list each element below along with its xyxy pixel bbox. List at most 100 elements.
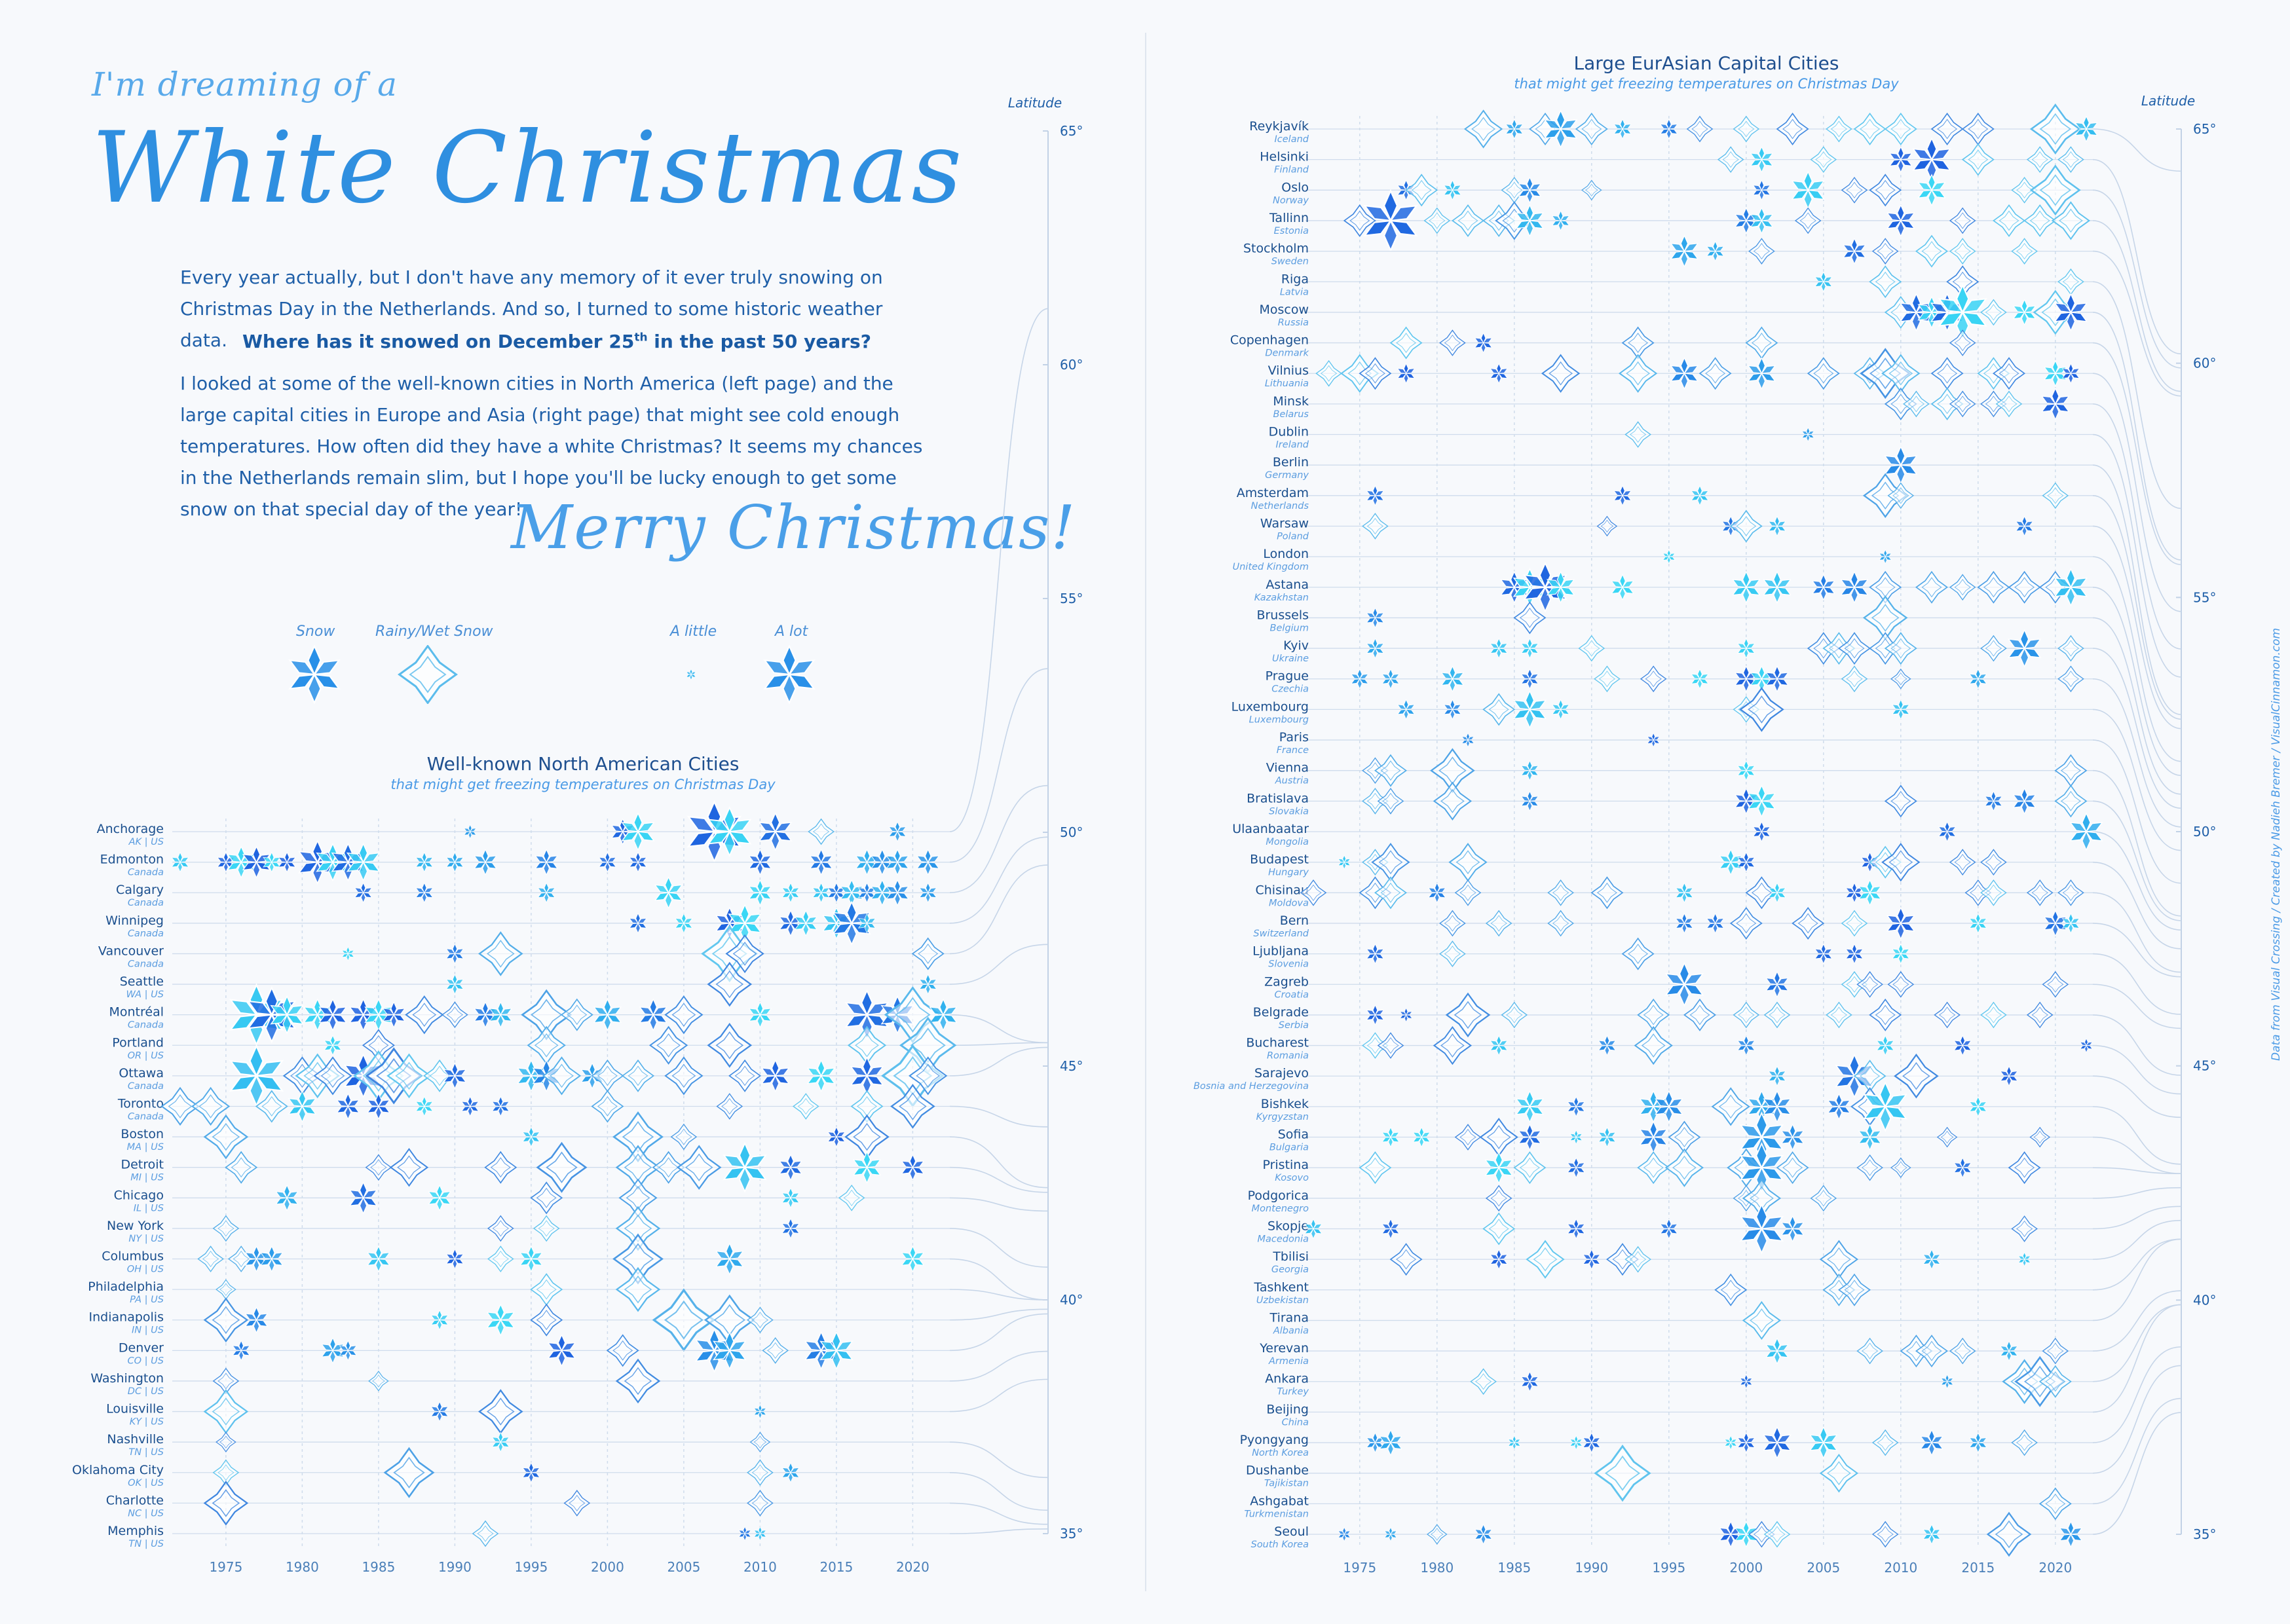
legend-lot-label: A lot <box>775 623 808 640</box>
wet-snow-marker <box>1374 754 1408 787</box>
snow-marker <box>1827 1093 1851 1120</box>
wet-snow-marker <box>1513 601 1547 635</box>
latitude-connector <box>949 1228 1049 1268</box>
wet-snow-marker <box>1776 1151 1809 1185</box>
wet-snow-marker <box>365 1154 392 1181</box>
snow-marker <box>2012 299 2037 326</box>
snow-marker <box>901 1154 925 1181</box>
snow-marker <box>1863 1080 1908 1132</box>
wet-snow-marker <box>1575 112 1608 146</box>
snow-marker <box>535 849 558 876</box>
wet-snow-marker <box>1389 1243 1423 1276</box>
wet-snow-marker <box>1869 998 1902 1031</box>
merry-christmas: Merry Christmas! <box>511 492 1077 563</box>
city-name: Seoul <box>1274 1524 1309 1539</box>
wet-snow-marker <box>1763 1521 1791 1548</box>
wet-snow-marker <box>1528 112 1562 146</box>
snow-marker <box>336 1093 360 1120</box>
wet-snow-marker <box>1405 174 1438 207</box>
na-chart-subtitle: that might get freezing temperatures on … <box>390 777 776 792</box>
wet-snow-marker <box>1992 204 2026 237</box>
latitude-connector <box>949 1441 1049 1479</box>
body-text: I looked at some of the well-known citie… <box>180 373 923 520</box>
city-region: Canada <box>128 1111 164 1122</box>
snow-marker <box>1613 119 1632 139</box>
question-pre: Where has it snowed on December 25 <box>242 331 635 352</box>
x-tick-label: 1995 <box>514 1559 548 1575</box>
snow-marker <box>1938 821 1957 842</box>
snow-marker <box>901 1246 925 1272</box>
snow-marker <box>1670 357 1699 390</box>
city-name: Nashville <box>107 1432 164 1447</box>
wet-snow-marker <box>1826 1001 1852 1029</box>
snow-marker <box>929 998 958 1031</box>
snow-marker <box>1569 1435 1583 1450</box>
snow-marker <box>1366 1005 1385 1025</box>
snow-marker <box>382 1001 405 1029</box>
wet-snow-marker <box>664 995 704 1035</box>
snow-marker <box>491 1096 510 1117</box>
city-region: Sweden <box>1271 257 1309 267</box>
snow-marker <box>260 1246 284 1272</box>
city-region: Germany <box>1265 470 1309 481</box>
city-name: Amsterdam <box>1237 486 1309 500</box>
city-region: Kosovo <box>1275 1173 1309 1183</box>
city-region: Armenia <box>1268 1356 1309 1367</box>
wet-snow-marker <box>197 1246 224 1272</box>
wet-snow-marker <box>530 1181 563 1215</box>
snow-marker <box>1737 638 1755 659</box>
latitude-tick-label: 65° <box>2193 121 2216 137</box>
city-name: Philadelphia <box>88 1280 164 1294</box>
city-name: Anchorage <box>97 822 164 836</box>
snow-marker <box>1780 1215 1805 1242</box>
snow-marker <box>857 913 876 934</box>
snow-marker <box>1474 332 1493 354</box>
legend-icons <box>288 645 816 704</box>
city-name: Ulaanbaatar <box>1232 822 1309 836</box>
snow-marker <box>629 851 647 873</box>
latitude-connector <box>949 1042 1049 1046</box>
latitude-connector <box>949 1258 1049 1301</box>
snow-marker <box>232 1340 250 1361</box>
x-tick-label: 2000 <box>591 1559 624 1575</box>
snow-marker <box>324 1035 342 1056</box>
wet-snow-marker <box>1856 1337 1883 1365</box>
city-region: Tajikistan <box>1264 1479 1309 1489</box>
snow-marker <box>781 1187 800 1209</box>
wet-snow-marker <box>1501 1001 1528 1029</box>
snow-marker <box>547 1334 576 1367</box>
snow-marker <box>1546 570 1575 604</box>
snow-marker <box>1567 1157 1585 1178</box>
wet-snow-marker <box>1640 665 1667 693</box>
wet-snow-marker <box>1343 204 1376 237</box>
city-region: TN | US <box>128 1447 164 1458</box>
wet-snow-marker <box>762 1337 789 1364</box>
snow-marker <box>1892 943 1910 965</box>
latitude-connector <box>2092 434 2182 678</box>
snow-marker <box>819 1331 854 1371</box>
snow-marker <box>1613 485 1632 506</box>
title-big: White Christmas <box>92 111 965 225</box>
city-name: Chisinau <box>1256 883 1309 897</box>
latitude-tick-label: 50° <box>2193 824 2216 840</box>
wet-snow-marker <box>2057 879 2084 906</box>
city-name: Budapest <box>1250 853 1309 867</box>
city-name: Skopje <box>1267 1219 1309 1233</box>
wet-snow-marker <box>441 1001 468 1028</box>
wet-snow-marker <box>1949 390 1976 418</box>
snow-marker <box>1520 790 1539 812</box>
x-tick-label: 2010 <box>743 1559 777 1575</box>
